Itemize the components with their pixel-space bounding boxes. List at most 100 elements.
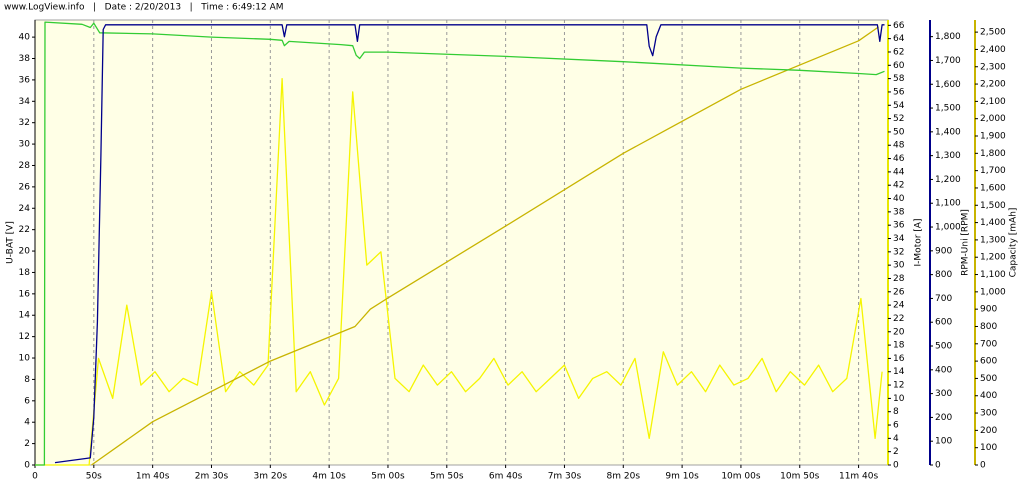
y-tick-label: 14 <box>19 311 31 321</box>
x-tick-label: 5m 00s <box>371 472 405 482</box>
x-tick-label: 3m 20s <box>254 472 288 482</box>
y-tick-label: 38 <box>893 207 905 217</box>
y-axis-title: I-Motor [A] <box>914 219 924 267</box>
y-tick-label: 20 <box>19 247 31 257</box>
y-tick-label: 40 <box>19 33 31 43</box>
y-tick-label: 28 <box>893 274 905 284</box>
series-line <box>35 21 885 466</box>
x-tick-label: 10m 00s <box>721 472 761 482</box>
plot-area <box>34 19 889 466</box>
y-tick-label: 6 <box>24 396 30 406</box>
x-tick-label: 5m 50s <box>430 472 464 482</box>
series-line <box>54 24 885 464</box>
x-tick-label: 11m 40s <box>839 472 879 482</box>
y-tick-label: 1,600 <box>935 80 961 90</box>
y-tick-label: 500 <box>935 342 952 352</box>
y-tick-label: 40 <box>893 194 905 204</box>
y-tick-label: 100 <box>980 443 997 453</box>
y-tick-label: 12 <box>19 332 30 342</box>
y-tick-label: 0 <box>893 461 899 471</box>
y-tick-label: 700 <box>935 294 952 304</box>
y-tick-label: 400 <box>935 365 952 375</box>
y-tick-label: 1,500 <box>980 201 1006 211</box>
x-tick-label: 1m 40s <box>136 472 170 482</box>
y-tick-label: 30 <box>893 261 905 271</box>
y-axis-title: RPM-Uni [RPM] <box>961 209 971 276</box>
y-tick-label: 8 <box>893 407 899 417</box>
y-tick-label: 1,600 <box>980 183 1006 193</box>
y-tick-label: 2,000 <box>980 114 1006 124</box>
y-tick-label: 1,700 <box>935 56 961 66</box>
y-tick-label: 1,100 <box>980 270 1006 280</box>
y-tick-label: 1,200 <box>935 175 961 185</box>
x-tick-label: 50s <box>86 472 102 482</box>
y-tick-label: 26 <box>19 182 31 192</box>
y-tick-label: 18 <box>19 268 31 278</box>
y-tick-label: 300 <box>980 409 997 419</box>
y-tick-label: 400 <box>980 391 997 401</box>
y-tick-label: 52 <box>893 114 904 124</box>
y-tick-label: 2,400 <box>980 45 1006 55</box>
y-tick-label: 2,200 <box>980 80 1006 90</box>
y-tick-label: 58 <box>893 74 905 84</box>
y-tick-label: 1,000 <box>935 223 961 233</box>
y-tick-label: 24 <box>19 204 31 214</box>
x-tick-label: 10m 50s <box>780 472 820 482</box>
y-tick-label: 0 <box>980 461 986 471</box>
x-tick-label: 2m 30s <box>195 472 229 482</box>
y-tick-label: 1,500 <box>935 104 961 114</box>
y-tick-label: 18 <box>893 341 905 351</box>
header: www.LogView.info | Date : 2/20/2013 | Ti… <box>4 3 284 13</box>
y-tick-label: 1,300 <box>935 151 961 161</box>
y-tick-label: 32 <box>19 118 30 128</box>
series-line <box>91 26 879 466</box>
y-tick-label: 10 <box>19 354 31 364</box>
y-tick-label: 800 <box>935 270 952 280</box>
y-axis-title: U-BAT [V] <box>6 221 16 264</box>
y-tick-label: 36 <box>893 221 905 231</box>
x-tick-label: 6m 40s <box>489 472 523 482</box>
y-tick-label: 22 <box>893 314 904 324</box>
y-tick-label: 800 <box>980 322 997 332</box>
y-tick-label: 8 <box>24 375 30 385</box>
y-tick-label: 4 <box>893 434 899 444</box>
x-tick-label: 4m 10s <box>312 472 346 482</box>
y-tick-label: 1,400 <box>980 218 1006 228</box>
y-tick-label: 6 <box>893 421 899 431</box>
y-tick-label: 1,200 <box>980 253 1006 263</box>
y-tick-label: 2 <box>24 439 30 449</box>
y-tick-label: 4 <box>24 418 30 428</box>
y-tick-label: 44 <box>893 167 905 177</box>
y-tick-label: 12 <box>893 381 904 391</box>
y-tick-label: 62 <box>893 47 904 57</box>
y-tick-label: 46 <box>893 154 905 164</box>
y-tick-label: 200 <box>935 413 952 423</box>
y-tick-label: 30 <box>19 140 31 150</box>
y-tick-label: 2 <box>893 447 899 457</box>
y-tick-label: 2,100 <box>980 97 1006 107</box>
y-tick-label: 1,400 <box>935 127 961 137</box>
y-tick-label: 38 <box>19 54 31 64</box>
y-tick-label: 26 <box>893 287 905 297</box>
y-tick-label: 600 <box>980 357 997 367</box>
x-tick-label: 9m 10s <box>665 472 699 482</box>
x-tick-label: 7m 30s <box>548 472 582 482</box>
y-tick-label: 0 <box>24 461 30 471</box>
y-tick-label: 1,700 <box>980 166 1006 176</box>
y-tick-label: 16 <box>893 354 905 364</box>
y-tick-label: 20 <box>893 327 905 337</box>
y-tick-label: 22 <box>19 225 30 235</box>
y-tick-label: 10 <box>893 394 905 404</box>
x-tick-label: 8m 20s <box>607 472 641 482</box>
y-tick-label: 500 <box>980 374 997 384</box>
y-tick-label: 28 <box>19 161 31 171</box>
y-tick-label: 1,900 <box>980 132 1006 142</box>
y-tick-label: 14 <box>893 367 905 377</box>
y-tick-label: 600 <box>935 318 952 328</box>
series-line <box>35 77 883 466</box>
y-tick-label: 2,300 <box>980 62 1006 72</box>
y-tick-label: 1,000 <box>980 287 1006 297</box>
y-tick-label: 64 <box>893 34 905 44</box>
y-tick-label: 36 <box>19 75 31 85</box>
